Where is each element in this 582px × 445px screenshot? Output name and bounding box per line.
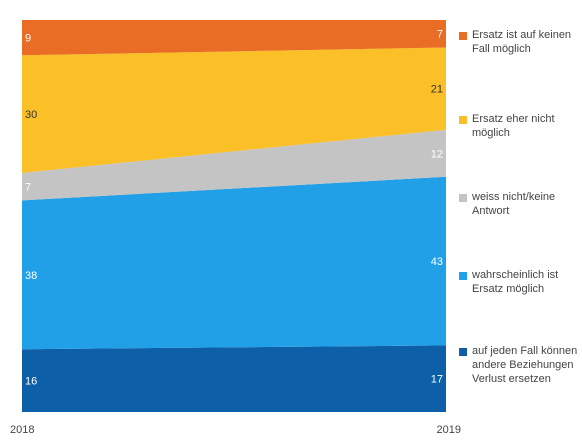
data-label-series-3-0: 30 xyxy=(25,109,37,121)
data-label-series-0-0: 16 xyxy=(25,376,37,388)
legend-label: Ersatz ist auf keinen Fall möglich xyxy=(472,29,572,55)
area-series-2 xyxy=(22,129,446,201)
legend-swatch xyxy=(459,272,467,280)
area-series-4 xyxy=(22,20,446,56)
data-label-series-0-1: 17 xyxy=(431,374,443,386)
data-label-series-2-1: 12 xyxy=(431,148,443,160)
legend-swatch xyxy=(459,194,467,202)
legend-label: weiss nicht/keine Antwort xyxy=(472,191,556,217)
data-label-series-4-1: 7 xyxy=(437,29,443,41)
area-series-0 xyxy=(22,345,446,412)
data-label-series-3-1: 21 xyxy=(431,84,443,96)
area-series-1 xyxy=(22,176,446,350)
data-label-series-4-0: 9 xyxy=(25,33,31,45)
data-label-series-1-0: 38 xyxy=(25,270,37,282)
legend-swatch xyxy=(459,32,467,40)
legend-swatch xyxy=(459,348,467,356)
legend-label: Ersatz eher nicht möglich xyxy=(472,113,555,139)
x-tick-label-1: 2019 xyxy=(437,424,461,436)
x-tick-label-0: 2018 xyxy=(10,424,34,436)
legend-label: wahrscheinlich ist Ersatz möglich xyxy=(472,269,559,295)
area-series-3 xyxy=(22,47,446,173)
data-label-series-2-0: 7 xyxy=(25,182,31,194)
legend-swatch xyxy=(459,116,467,124)
legend-label: auf jeden Fall können andere Beziehungen… xyxy=(472,345,578,385)
data-label-series-1-1: 43 xyxy=(431,256,443,268)
